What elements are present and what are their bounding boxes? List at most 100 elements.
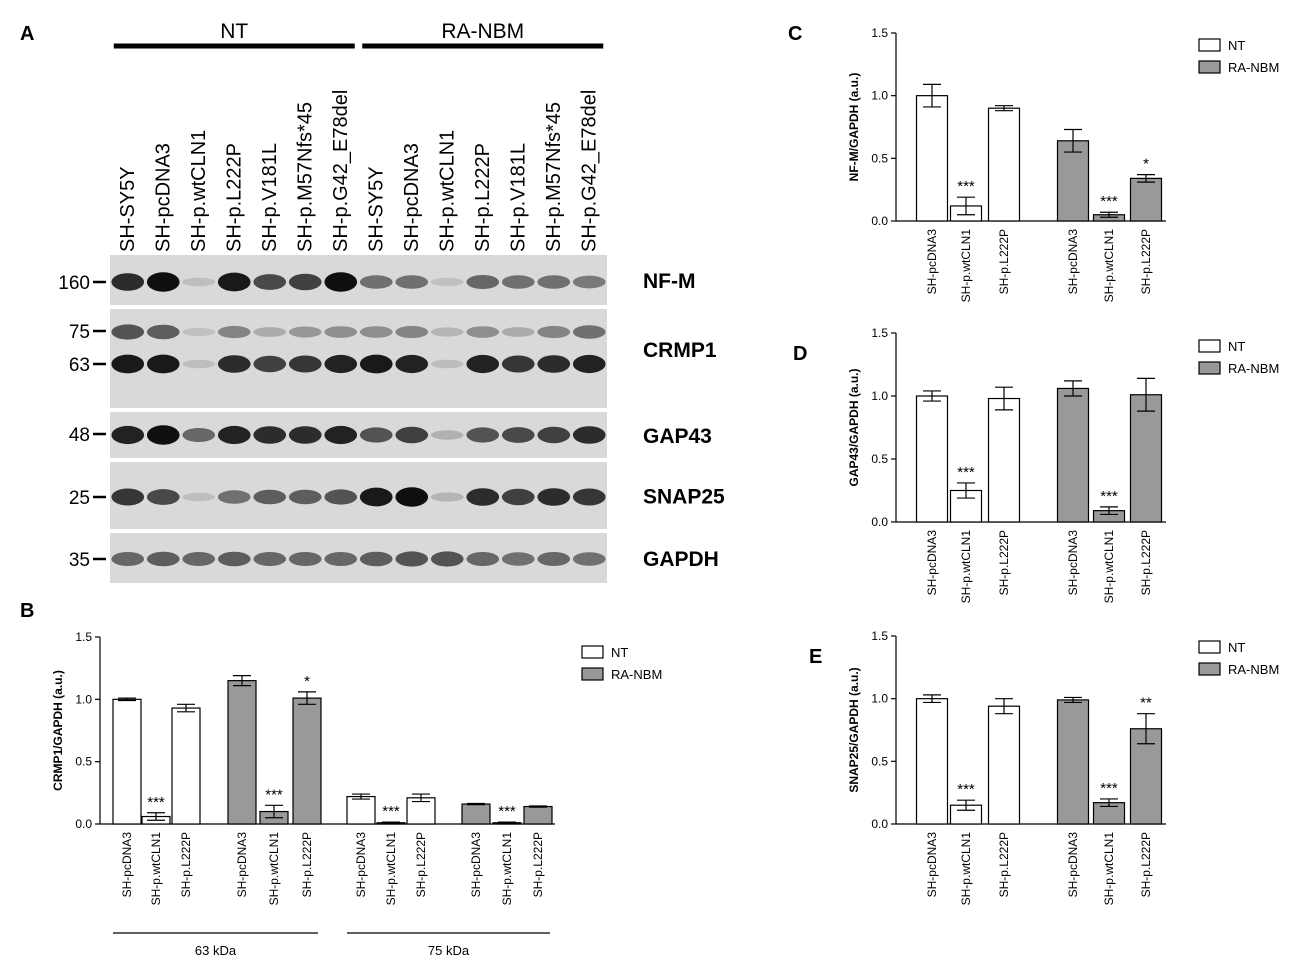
y-axis-label: SNAP25/GAPDH (a.u.) [847, 667, 861, 792]
x-tick-label: SH-p.wtCLN1 [1102, 832, 1116, 906]
significance-label: *** [498, 803, 516, 820]
blot-band [182, 277, 216, 287]
blot-band [572, 354, 606, 374]
blot-band [324, 552, 358, 566]
significance-label: *** [147, 794, 165, 811]
bar [987, 705, 1021, 825]
blot-band [466, 275, 500, 289]
y-tick-label: 0.0 [871, 214, 888, 228]
x-tick-label: SH-pcDNA3 [925, 832, 939, 898]
y-tick-label: 1.5 [871, 629, 888, 643]
y-tick-label: 0.5 [871, 754, 888, 768]
blot-band [288, 489, 322, 505]
blot-mw-marker: 25 [69, 488, 90, 509]
blot-band [288, 326, 322, 338]
blot-band [572, 325, 606, 339]
bar [112, 698, 142, 825]
blot-band [288, 273, 322, 291]
x-tick-label: SH-p.L222P [997, 832, 1011, 897]
blot-band [324, 425, 358, 445]
y-axis-label: GAP43/GAPDH (a.u.) [847, 368, 861, 486]
blot-band [537, 275, 571, 289]
x-tick-label: SH-p.wtCLN1 [384, 832, 398, 906]
blot-band [430, 359, 464, 369]
significance-label: *** [957, 464, 975, 481]
legend-swatch [581, 645, 604, 659]
blot-band [146, 551, 180, 567]
blot-lane-label: SH-p.M57Nfs*45 [294, 102, 316, 252]
panel-letter-a: A [20, 23, 34, 45]
blot-lane-label: SH-p.wtCLN1 [436, 130, 458, 252]
y-tick-label: 0.5 [871, 452, 888, 466]
blot-band [395, 325, 429, 339]
legend-label: NT [1228, 38, 1245, 53]
y-axis-label: NF-M/GAPDH (a.u.) [847, 73, 861, 182]
x-tick-label: SH-p.L222P [997, 229, 1011, 294]
x-tick-label: SH-p.wtCLN1 [959, 229, 973, 303]
significance-label: *** [382, 803, 400, 820]
blot-band [324, 354, 358, 374]
x-tick-label: SH-p.L222P [997, 530, 1011, 595]
blot-band [501, 552, 535, 566]
bar [461, 803, 491, 825]
blot-mw-marker: 160 [58, 273, 90, 294]
y-tick-label: 1.5 [871, 326, 888, 340]
y-tick-label: 1.5 [75, 630, 92, 644]
blot-band [572, 275, 606, 289]
blot-band [146, 272, 180, 292]
blot-band [395, 426, 429, 444]
blot-protein-label: NF-M [643, 270, 695, 293]
blot-band [359, 427, 393, 443]
blot-band [146, 324, 180, 340]
blot-band [359, 326, 393, 338]
x-tick-label: SH-p.L222P [414, 832, 428, 897]
bar [915, 95, 949, 222]
y-tick-label: 0.5 [871, 151, 888, 165]
blot-protein-label: CRMP1 [643, 339, 717, 362]
x-tick-label: SH-p.L222P [531, 832, 545, 897]
blot-lane-label: SH-SY5Y [117, 166, 139, 252]
bar [1056, 140, 1090, 222]
group-bracket-label: 75 kDa [428, 943, 470, 958]
x-tick-label: SH-p.L222P [1139, 832, 1153, 897]
bar [346, 795, 376, 825]
blot-band [182, 428, 216, 442]
blot-band [359, 487, 393, 507]
blot-band [146, 489, 180, 505]
x-tick-label: SH-p.wtCLN1 [267, 832, 281, 906]
bar [915, 698, 949, 825]
y-axis-label: CRMP1/GAPDH (a.u.) [51, 670, 65, 791]
blot-band [253, 426, 287, 444]
x-tick-label: SH-p.wtCLN1 [500, 832, 514, 906]
blot-band [537, 488, 571, 506]
bar [1056, 387, 1090, 523]
legend-label: RA-NBM [1228, 361, 1279, 376]
bar [987, 107, 1021, 222]
blot-band [324, 326, 358, 338]
blot-band [324, 489, 358, 505]
blot-band [182, 492, 216, 502]
blot-band [146, 425, 180, 445]
blot-band [182, 552, 216, 566]
blot-lane-label: SH-p.G42_E78del [330, 90, 352, 252]
x-tick-label: SH-p.L222P [300, 832, 314, 897]
significance-label: *** [1100, 193, 1118, 210]
blot-lane-label: SH-p.G42_E78del [578, 90, 600, 252]
blot-protein-label: GAPDH [643, 548, 719, 571]
bar-chart-nfm: 0.00.51.01.5NF-M/GAPDH (a.u.)SH-pcDNA3**… [847, 26, 1279, 302]
blot-band [217, 551, 251, 567]
blot-lane-label: SH-SY5Y [365, 166, 387, 252]
blot-band [466, 488, 500, 506]
legend-swatch [1198, 60, 1221, 74]
significance-label: *** [957, 178, 975, 195]
blot-band [501, 427, 535, 443]
blot-band [395, 551, 429, 567]
x-tick-label: SH-p.wtCLN1 [149, 832, 163, 906]
blot-protein-label: GAP43 [643, 425, 712, 448]
blot-band [430, 327, 464, 337]
x-tick-label: SH-p.L222P [179, 832, 193, 897]
legend-swatch [1198, 662, 1221, 676]
x-tick-label: SH-pcDNA3 [235, 832, 249, 898]
blot-lane-label: SH-p.L222P [223, 143, 245, 252]
legend-label: RA-NBM [1228, 60, 1279, 75]
